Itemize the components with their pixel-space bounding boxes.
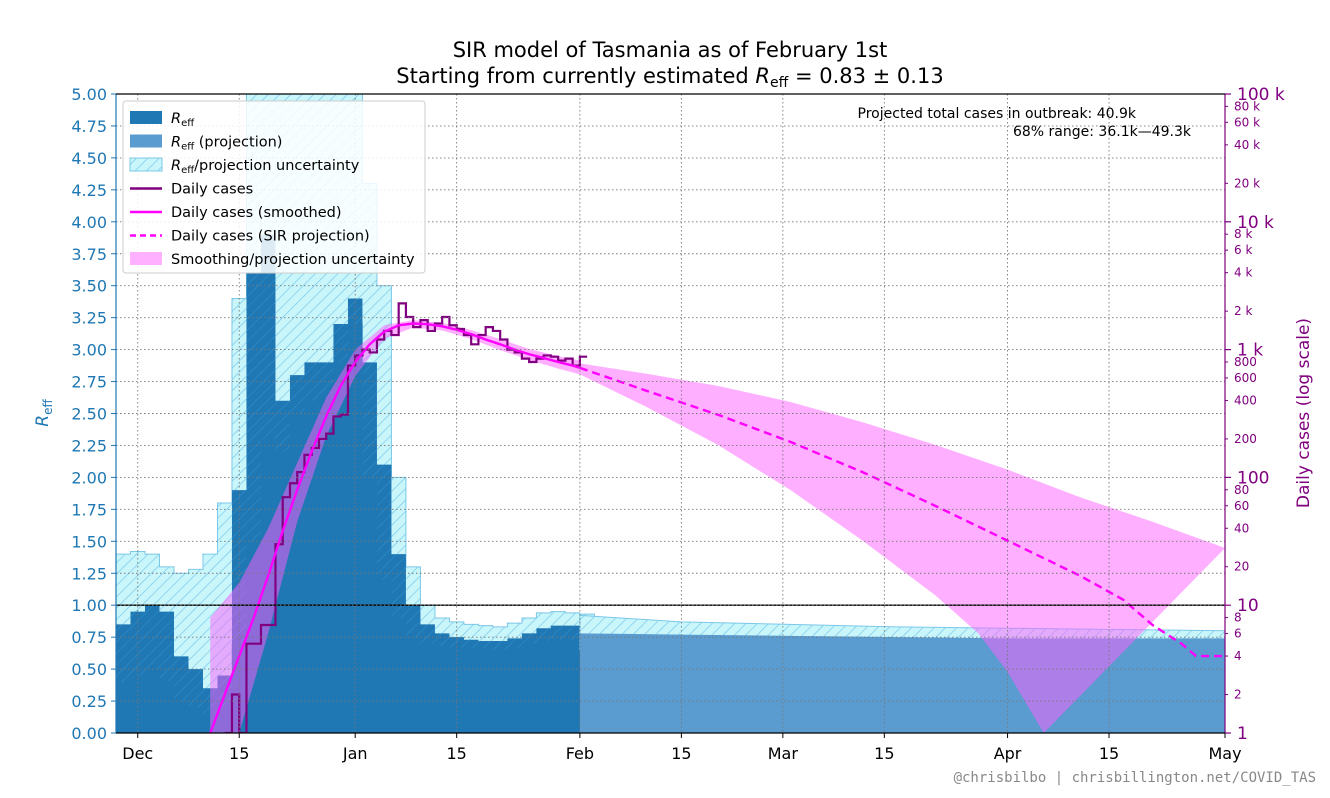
right-minor-label-4: 20 <box>1234 560 1249 574</box>
right-minor-label-10: 600 <box>1234 371 1257 385</box>
legend-swatch-6 <box>130 252 162 265</box>
right-minor-label-5: 40 <box>1234 521 1249 535</box>
legend-label-4: Daily cases (smoothed) <box>171 205 342 221</box>
left-tick-label-12: 3.00 <box>71 341 107 360</box>
right-minor-label-15: 8 k <box>1234 227 1252 241</box>
daily-cases-line <box>224 302 588 733</box>
axes: 0.00 0.25 0.50 0.75 1.00 1.25 1.50 1.75 2.00 2.25… <box>71 85 1284 763</box>
right-minor-label-11: 800 <box>1234 355 1257 369</box>
left-tick-label-6: 1.50 <box>71 532 107 551</box>
right-minor-label-14: 6 k <box>1234 243 1252 257</box>
reff-projection-area <box>579 633 1225 733</box>
x-tick-label-9: 15 <box>1099 744 1119 763</box>
x-tick-label-5: 15 <box>671 744 691 763</box>
projection-uncertainty-band <box>579 363 1225 733</box>
left-tick-label-8: 2.00 <box>71 468 107 487</box>
right-major-label-0: 1 <box>1237 724 1248 744</box>
right-minor-label-13: 4 k <box>1234 266 1252 280</box>
right-minor-label-17: 40 k <box>1234 138 1260 152</box>
right-minor-label-8: 200 <box>1234 432 1257 446</box>
legend-box <box>122 100 426 274</box>
chart-title-line2: Starting from currently estimated Reff =… <box>396 64 943 91</box>
x-tick-label-6: Mar <box>768 744 799 763</box>
right-minor-label-6: 60 <box>1234 499 1249 513</box>
legend-label-6: Smoothing/projection uncertainty <box>171 252 415 268</box>
legend: Reff Reff (projection) Reff/projection unc… <box>122 100 426 274</box>
left-tick-label-11: 2.75 <box>71 373 107 392</box>
left-tick-label-5: 1.25 <box>71 564 107 583</box>
legend-label-0: Reff <box>171 111 195 129</box>
right-major-label-4: 10 k <box>1237 213 1274 233</box>
right-minor-label-18: 60 k <box>1234 115 1260 129</box>
legend-label-1: Reff (projection) <box>171 135 282 153</box>
title-value-text: = 0.83 ± 0.13 <box>788 64 943 88</box>
x-tick-label-1: 15 <box>229 744 249 763</box>
left-tick-label-15: 3.75 <box>71 245 107 264</box>
left-tick-label-13: 3.25 <box>71 309 107 328</box>
right-minor-label-3: 8 <box>1234 611 1242 625</box>
right-major-label-2: 100 <box>1237 468 1269 488</box>
left-tick-label-3: 0.75 <box>71 628 107 647</box>
legend-swatch-2 <box>129 157 163 172</box>
x-tick-label-4: Feb <box>566 744 594 763</box>
daily-cases-smoothed-line <box>209 322 581 733</box>
legend-swatch-1 <box>130 134 162 148</box>
annotation-total-cases: Projected total cases in outbreak: 40.9k <box>858 106 1137 122</box>
plot-area <box>116 94 1225 733</box>
right-minor-label-16: 20 k <box>1234 176 1260 190</box>
annotation-range: 68% range: 36.1k—49.3k <box>1013 124 1192 140</box>
chart-title-line1: SIR model of Tasmania as of February 1st <box>453 38 888 62</box>
left-axis-label: Reff <box>33 399 55 427</box>
right-axis-label: Daily cases (log scale) <box>1294 318 1314 508</box>
left-tick-label-10: 2.50 <box>71 405 107 424</box>
legend-swatch-0 <box>130 111 162 124</box>
title-eff-subscript: eff <box>770 75 789 91</box>
left-tick-label-1: 0.25 <box>71 692 107 711</box>
left-tick-label-7: 1.75 <box>71 500 107 519</box>
left-tick-label-9: 2.25 <box>71 436 107 455</box>
right-minor-label-9: 400 <box>1234 393 1257 407</box>
x-tick-label-7: 15 <box>874 744 894 763</box>
left-tick-label-18: 4.50 <box>71 149 107 168</box>
right-minor-label-0: 2 <box>1234 688 1242 702</box>
left-tick-label-4: 1.00 <box>71 596 107 615</box>
title-prefix-text: Starting from currently estimated <box>396 64 755 88</box>
left-tick-label-17: 4.25 <box>71 181 107 200</box>
credit-text: @chrisbilbo | chrisbillington.net/COVID_… <box>954 770 1316 786</box>
left-tick-label-20: 5.00 <box>71 85 107 104</box>
sir-projection-line <box>579 366 1225 658</box>
x-tick-label-3: 15 <box>446 744 466 763</box>
x-tick-label-8: Apr <box>994 744 1022 763</box>
legend-label-3: Daily cases <box>171 182 253 198</box>
right-minor-label-1: 4 <box>1234 649 1242 663</box>
right-major-label-1: 10 <box>1237 596 1259 616</box>
legend-label-2: Reff/projection uncertainty <box>171 158 360 176</box>
left-tick-label-16: 4.00 <box>71 213 107 232</box>
x-tick-label-2: Jan <box>342 744 368 763</box>
right-minor-label-19: 80 k <box>1234 99 1260 113</box>
x-tick-label-10: May <box>1208 744 1241 763</box>
left-tick-label-0: 0.00 <box>71 724 107 743</box>
left-tick-label-14: 3.50 <box>71 277 107 296</box>
left-tick-label-2: 0.50 <box>71 660 107 679</box>
left-tick-label-19: 4.75 <box>71 117 107 136</box>
right-major-label-5: 100 k <box>1237 85 1285 105</box>
right-major-label-3: 1 k <box>1237 341 1263 361</box>
right-minor-label-7: 80 <box>1234 483 1249 497</box>
right-minor-label-2: 6 <box>1234 627 1242 641</box>
x-tick-label-0: Dec <box>122 744 153 763</box>
legend-label-5: Daily cases (SIR projection) <box>171 229 370 245</box>
title-r-symbol: R <box>755 64 770 88</box>
right-minor-label-12: 2 k <box>1234 304 1252 318</box>
